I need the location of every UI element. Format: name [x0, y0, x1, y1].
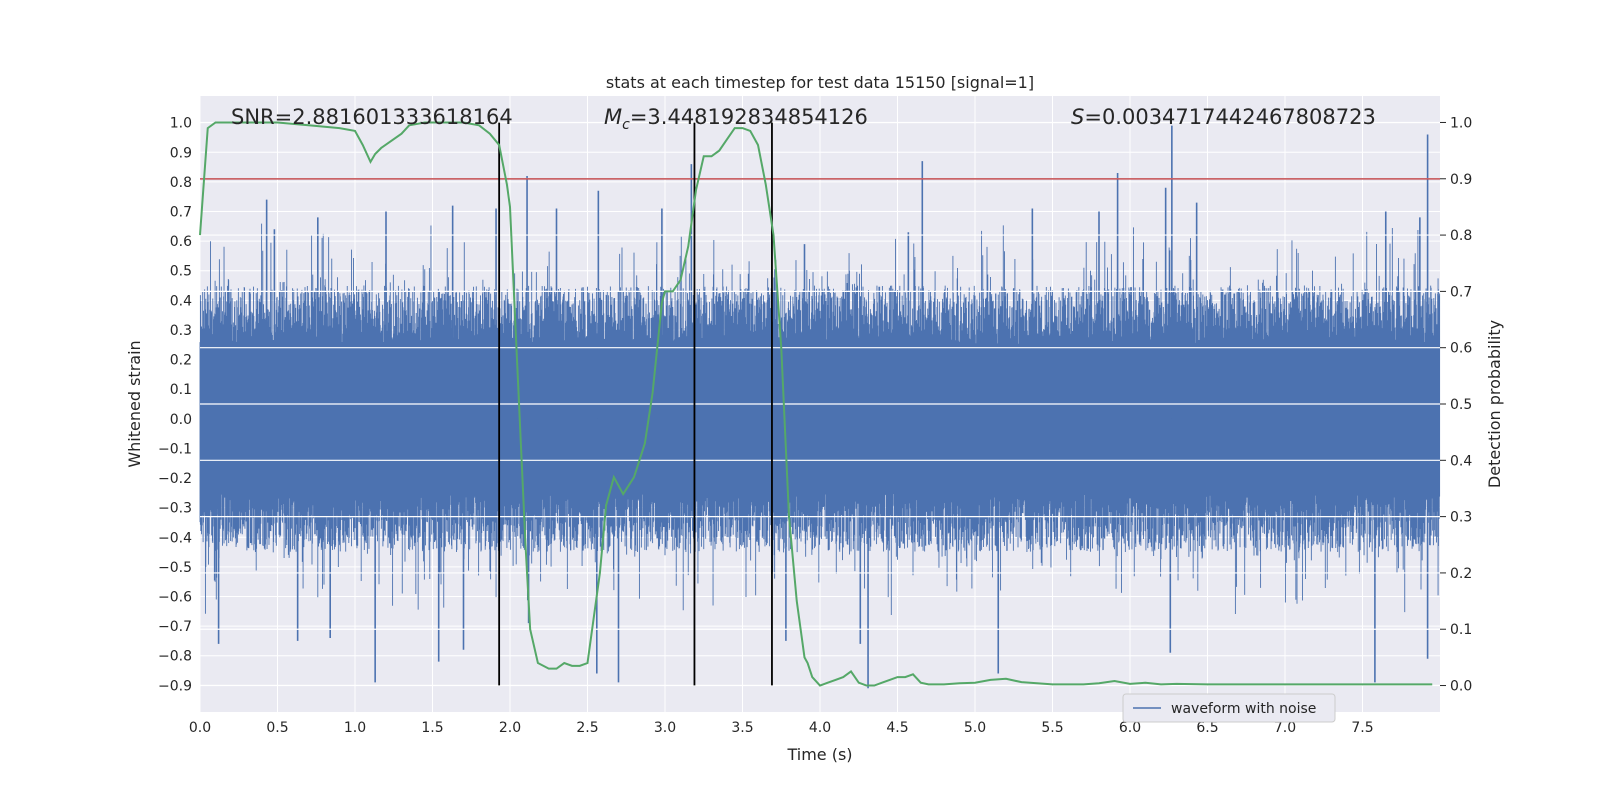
y-tick-label: 0.8	[170, 175, 192, 191]
y2-tick-label: 0.2	[1450, 566, 1472, 582]
y-tick-label: −0.4	[158, 530, 192, 546]
x-tick-label: 1.0	[344, 720, 366, 736]
y-tick-label: 0.2	[170, 353, 192, 369]
s-value: =0.0034717442467808723	[1084, 105, 1376, 129]
y-tick-label: −0.2	[158, 471, 192, 487]
x-tick-label: 5.0	[964, 720, 986, 736]
y-tick-label: 0.3	[170, 323, 192, 339]
legend-label-waveform: waveform with noise	[1171, 701, 1316, 717]
y2-tick-label: 0.6	[1450, 341, 1472, 357]
y2-tick-label: 0.0	[1450, 679, 1472, 695]
y-tick-label: 1.0	[170, 116, 192, 132]
y2-tick-label: 0.8	[1450, 228, 1472, 244]
y2-tick-label: 1.0	[1450, 115, 1472, 131]
y2-tick-label: 0.5	[1450, 397, 1472, 413]
y-tick-label: 0.6	[170, 234, 192, 250]
y2-tick-label: 0.3	[1450, 510, 1472, 526]
waveform-layer	[199, 125, 1441, 689]
y-tick-label: −0.9	[158, 678, 192, 694]
chirp-mass-subscript: c	[622, 117, 630, 133]
y2-tick-label: 0.9	[1450, 172, 1472, 188]
y-tick-label: −0.5	[158, 560, 192, 576]
s-symbol: S	[1071, 105, 1084, 129]
x-tick-label: 3.0	[654, 720, 676, 736]
x-tick-label: 0.0	[189, 720, 211, 736]
s-annotation: S=0.0034717442467808723	[1071, 105, 1376, 129]
y-tick-label: −0.3	[158, 501, 192, 517]
detection-probability-line	[199, 121, 1433, 687]
x-tick-label: 6.5	[1196, 720, 1218, 736]
x-axis-label: Time (s)	[786, 745, 852, 764]
y2-tick-label: 0.7	[1450, 284, 1472, 300]
overlay-layer	[199, 121, 1440, 687]
x-tick-label: 2.5	[576, 720, 598, 736]
legend: waveform with noise	[1122, 693, 1336, 723]
x-tick-label: 4.0	[809, 720, 831, 736]
y-tick-label: −0.8	[158, 649, 192, 665]
legend-box	[1122, 693, 1336, 723]
y2-tick-label: 0.1	[1450, 622, 1472, 638]
x-tick-label: 3.5	[731, 720, 753, 736]
y-axis-label: Whitened strain	[125, 340, 144, 467]
x-tick-label: 4.5	[886, 720, 908, 736]
chirp-mass-value: =3.448192834854126	[630, 105, 868, 129]
x-tick-label: 0.5	[266, 720, 288, 736]
y-tick-label: 0.1	[170, 382, 192, 398]
y-tick-label: −0.7	[158, 619, 192, 635]
chart-title: stats at each timestep for test data 151…	[606, 73, 1034, 92]
tick-layer: 0.0 0.5 1.0 1.5 2.0 2.5 3.0 3.5 4.0 4.5 5.0 5.5 6.0 6…	[158, 115, 1472, 736]
y-tick-label: −0.1	[158, 441, 192, 457]
x-tick-label: 2.0	[499, 720, 521, 736]
x-tick-label: 7.5	[1351, 720, 1373, 736]
waveform-noise	[199, 223, 1441, 615]
y-tick-label: 0.4	[170, 293, 192, 309]
y-tick-label: 0.7	[170, 205, 192, 221]
x-tick-label: 5.5	[1041, 720, 1063, 736]
y-tick-label: 0.9	[170, 145, 192, 161]
chirp-mass-symbol: M	[604, 105, 622, 129]
x-tick-label: 7.0	[1274, 720, 1296, 736]
y2-axis-label: Detection probability	[1485, 320, 1504, 488]
y-tick-label: 0.5	[170, 264, 192, 280]
snr-annotation: SNR=2.881601333618164	[231, 105, 513, 129]
x-tick-label: 1.5	[421, 720, 443, 736]
y2-tick-label: 0.4	[1450, 453, 1472, 469]
y-tick-label: −0.6	[158, 590, 192, 606]
y-tick-label: 0.0	[170, 412, 192, 428]
x-tick-label: 6.0	[1119, 720, 1141, 736]
chirp-mass-annotation: Mc=3.448192834854126	[604, 105, 868, 133]
